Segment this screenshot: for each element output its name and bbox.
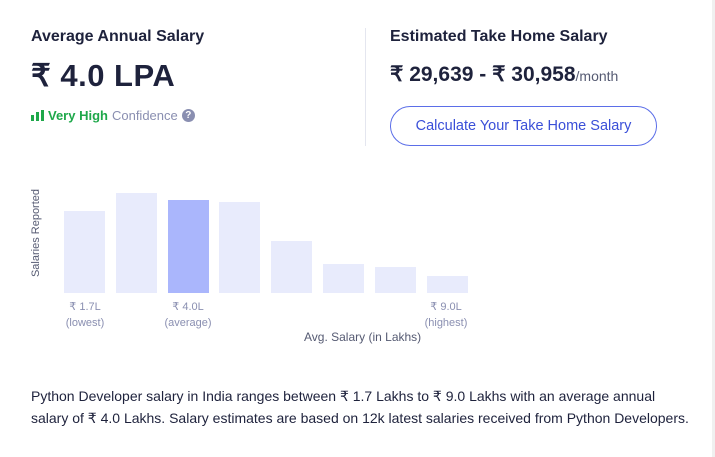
salary-description: Python Developer salary in India ranges … (31, 388, 689, 426)
tick-note: (average) (164, 317, 212, 329)
scrollbar[interactable] (712, 0, 715, 457)
histogram-bar (323, 264, 364, 293)
histogram-bar (167, 200, 209, 293)
take-home-period: /month (575, 68, 619, 84)
tick-value: ₹ 4.0L (172, 301, 204, 313)
divider (365, 28, 366, 146)
tick-value: ₹ 9.0L (430, 301, 462, 313)
tick-highest: ₹ 9.0L (highest) (418, 300, 474, 329)
take-home-title: Estimated Take Home Salary (390, 28, 608, 45)
take-home-range: ₹ 29,639 - ₹ 30,958/month (390, 62, 618, 87)
tick-note: (lowest) (65, 317, 105, 329)
histogram-bar (374, 267, 416, 293)
histogram-bar (271, 241, 313, 293)
confidence-indicator: Very High Confidence ? (31, 108, 195, 123)
tick-value: ₹ 1.7L (69, 301, 101, 313)
signal-bars-icon (31, 110, 44, 121)
x-axis-label: Avg. Salary (in Lakhs) (304, 330, 422, 344)
histogram-bar (426, 276, 468, 293)
take-home-value: ₹ 29,639 - ₹ 30,958 (390, 63, 576, 86)
average-salary-value: ₹ 4.0 LPA (31, 58, 176, 93)
histogram-bar (219, 202, 261, 293)
confidence-label: Confidence (111, 108, 178, 123)
calculate-take-home-button[interactable]: Calculate Your Take Home Salary (390, 106, 657, 146)
help-icon[interactable]: ? (181, 109, 195, 122)
y-axis-label: Salaries Reported (30, 188, 42, 278)
tick-average: ₹ 4.0L (average) (158, 300, 218, 329)
average-salary-title: Average Annual Salary (31, 28, 205, 45)
histogram-bar (115, 193, 157, 293)
histogram-bar (64, 211, 105, 293)
tick-note: (highest) (424, 317, 468, 329)
confidence-level: Very High (48, 108, 108, 123)
tick-lowest: ₹ 1.7L (lowest) (60, 300, 110, 329)
